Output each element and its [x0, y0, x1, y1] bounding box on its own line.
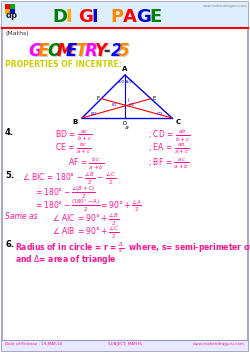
- Text: E: E: [38, 43, 50, 61]
- Text: www.mahendraguru.com: www.mahendraguru.com: [193, 342, 245, 346]
- Text: D: D: [123, 121, 127, 126]
- Bar: [2, 340, 248, 351]
- Text: 2: 2: [112, 43, 124, 61]
- Text: M: M: [58, 43, 74, 61]
- Text: ; CD = $\frac{ab}{b+c}$: ; CD = $\frac{ab}{b+c}$: [148, 128, 190, 144]
- Text: T: T: [76, 43, 88, 61]
- Text: SUBJECT: MATHS: SUBJECT: MATHS: [108, 342, 142, 346]
- Text: PROPERTIES OF INCENTRE:: PROPERTIES OF INCENTRE:: [5, 60, 122, 69]
- Text: 6.: 6.: [5, 240, 14, 249]
- Bar: [5, 4, 10, 8]
- Text: 5.: 5.: [5, 171, 14, 180]
- Text: R: R: [85, 42, 98, 60]
- Text: BD = $\frac{ac}{b+c}$: BD = $\frac{ac}{b+c}$: [55, 128, 92, 143]
- Text: $\angle$ AIC $= 90\degree + \frac{\angle B}{2}$: $\angle$ AIC $= 90\degree + \frac{\angle…: [52, 212, 119, 228]
- Text: ; EA = $\frac{ab}{a+c}$: ; EA = $\frac{ab}{a+c}$: [148, 141, 189, 156]
- Text: Y: Y: [94, 42, 106, 60]
- Text: $= 180\degree - \frac{(180\degree-A)}{2} = 90\degree + \frac{\angle A}{2}$: $= 180\degree - \frac{(180\degree-A)}{2}…: [34, 197, 142, 214]
- Text: O: O: [48, 43, 62, 61]
- Text: D: D: [52, 8, 67, 26]
- Text: B/2: B/2: [111, 103, 117, 107]
- Text: Date of Release : 19-MAY-16: Date of Release : 19-MAY-16: [5, 342, 62, 346]
- Text: E: E: [38, 42, 49, 60]
- Text: E: E: [66, 42, 78, 60]
- Text: 2: 2: [111, 42, 122, 60]
- Text: a: a: [125, 125, 129, 130]
- Text: I: I: [127, 98, 128, 103]
- Text: $= 180\degree - \frac{\angle(B+C)}{2}$: $= 180\degree - \frac{\angle(B+C)}{2}$: [34, 184, 96, 201]
- Text: -: -: [105, 43, 112, 61]
- Text: www.mahendraguru.com: www.mahendraguru.com: [202, 4, 247, 8]
- Text: $\angle$ AIB $= 90\degree + \frac{\angle C}{2}$: $\angle$ AIB $= 90\degree + \frac{\angle…: [52, 225, 119, 241]
- Text: G: G: [28, 42, 42, 60]
- Text: -: -: [104, 42, 111, 60]
- FancyBboxPatch shape: [2, 2, 248, 351]
- Text: AF = $\frac{bc}{a+b}$: AF = $\frac{bc}{a+b}$: [68, 156, 104, 172]
- Text: A: A: [122, 66, 128, 72]
- Text: Radius of in circle = r = $\frac{\Delta}{s}$  where, s= semi-perimeter of  $\Del: Radius of in circle = r = $\frac{\Delta}…: [15, 240, 250, 255]
- Text: C/2: C/2: [156, 112, 163, 116]
- Text: Y: Y: [96, 43, 108, 61]
- Text: E: E: [67, 43, 78, 61]
- Text: 5: 5: [119, 43, 130, 61]
- Text: G: G: [78, 8, 93, 26]
- Text: M: M: [56, 42, 73, 60]
- Text: ; BF = $\frac{ac}{a+b}$: ; BF = $\frac{ac}{a+b}$: [148, 156, 189, 171]
- Text: C/2: C/2: [129, 103, 135, 107]
- Text: A/2 A/2: A/2 A/2: [118, 80, 132, 84]
- Text: 4.: 4.: [5, 128, 14, 137]
- Text: 5: 5: [118, 42, 130, 60]
- Text: C: C: [176, 119, 181, 125]
- Bar: [5, 9, 10, 13]
- Bar: [10, 9, 14, 13]
- Text: R: R: [86, 43, 99, 61]
- Text: E: E: [153, 96, 156, 101]
- Text: G: G: [136, 8, 151, 26]
- Text: $\angle$ BIC = 180$\degree$ $-$ $\frac{\angle B}{2}$ $-$ $\frac{\angle C}{2}$: $\angle$ BIC = 180$\degree$ $-$ $\frac{\…: [22, 171, 116, 187]
- Text: Same as: Same as: [5, 212, 38, 221]
- Text: A: A: [123, 8, 137, 26]
- Text: (Maths): (Maths): [5, 31, 29, 36]
- Text: T: T: [76, 42, 87, 60]
- Text: B/2: B/2: [91, 112, 98, 116]
- Text: P: P: [110, 8, 123, 26]
- Text: E: E: [149, 8, 161, 26]
- Text: CE = $\frac{bc}{a+c}$: CE = $\frac{bc}{a+c}$: [55, 141, 91, 156]
- Text: B: B: [73, 119, 78, 125]
- FancyBboxPatch shape: [2, 2, 248, 28]
- Text: and $\Delta$= area of triangle: and $\Delta$= area of triangle: [15, 253, 116, 266]
- Text: I: I: [65, 8, 72, 26]
- Text: G: G: [29, 43, 42, 61]
- Text: I: I: [91, 8, 98, 26]
- Text: dp: dp: [6, 11, 18, 19]
- Text: F: F: [96, 96, 99, 101]
- Text: O: O: [47, 42, 61, 60]
- Bar: [10, 4, 14, 8]
